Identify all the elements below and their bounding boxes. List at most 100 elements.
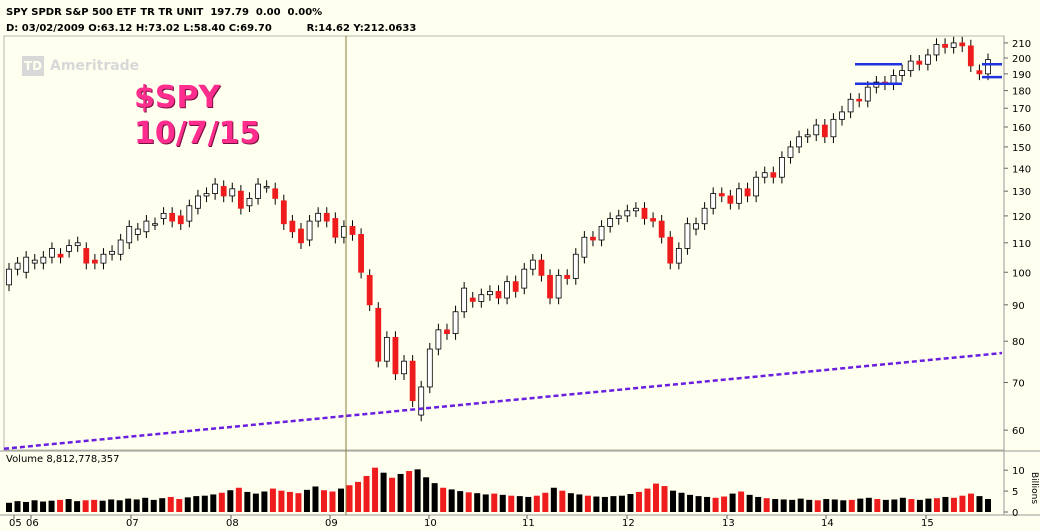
candle-body [177,215,184,225]
x-tick-label: 06 [26,518,39,529]
volume-bar [108,499,115,512]
candle-body [255,183,261,199]
volume-bar [823,499,830,512]
volume-bar [985,499,991,512]
volume-bar [269,488,276,512]
price-tick-label: 120 [1012,212,1031,223]
candle-body [564,274,571,279]
volume-bar [789,499,796,512]
volume-bar [652,483,659,512]
candle-body [675,248,682,264]
candle-body [633,207,639,212]
volume-bar [729,493,736,512]
candle-body [856,98,863,102]
volume-bar [610,496,617,512]
volume-bar [423,477,430,512]
x-tick-label: 10 [424,518,437,529]
volume-bar [167,496,174,512]
volume-bar [448,489,455,512]
volume-bar [406,471,413,512]
chart-header-quote: SPY SPDR S&P 500 ETF TR TR UNIT 197.79 0… [6,7,323,18]
candle-body [495,290,502,299]
candle-body [658,220,665,238]
candle-body [710,193,717,209]
candle-body [813,124,820,136]
chart-header-ohlc: D: 03/02/2009 O:63.12 H:73.02 L:58.40 C:… [6,23,417,34]
candle-body [143,220,150,233]
volume-bar [831,499,838,512]
volume-bar [601,496,608,512]
volume-bar [678,492,685,512]
volume-bar [482,494,489,512]
volume-bar [159,498,166,512]
volume-bar [286,491,293,512]
volume-bar [261,491,268,512]
volume-bar [227,490,234,512]
annotation-date: 10/7/15 [134,116,261,151]
price-tick-label: 210 [1012,39,1031,50]
volume-label: Volume 8,812,778,357 [6,454,120,465]
price-tick-label: 70 [1012,378,1025,389]
volume-bar [542,492,549,512]
candle-body [529,259,536,270]
candle-body [727,195,734,204]
candle-body [478,294,485,302]
candle-body [31,259,38,264]
volume-bar [31,500,38,512]
candle-body [985,59,991,75]
volume-bar [499,494,506,512]
volume-bar [389,477,396,512]
candle-body [598,225,605,241]
candle-body [967,45,974,67]
candle-body [426,348,433,388]
volume-bar [201,495,208,512]
x-tick-label: 13 [722,518,735,529]
candle-body [452,311,459,334]
volume-bar [414,469,421,512]
candle-body [976,70,983,75]
volume-bar [91,499,98,512]
volume-bar [738,491,745,512]
td-logo-mark: TD [22,56,44,76]
volume-bar [184,497,191,512]
volume-bar [687,494,694,512]
volume-bar [882,499,889,512]
volume-bar [916,499,923,512]
volume-bar [670,490,677,512]
volume-bar [755,496,762,512]
candle-body [959,42,966,47]
candle-body [100,253,107,264]
volume-bar [48,500,55,512]
candle-body [839,111,845,120]
volume-tick-label: 5 [1012,487,1018,498]
candle-body [272,188,279,199]
volume-bar [176,499,183,512]
x-tick-label: 12 [622,518,635,529]
volume-bar [559,490,566,512]
candle-body [444,329,450,334]
candle-body [538,259,545,276]
candle-body [667,236,674,264]
candle-body [263,186,270,189]
candle-body [469,297,476,302]
trendline [3,351,1003,450]
volume-bar [474,493,481,512]
volume-bar [380,472,387,512]
volume-bar [567,493,574,512]
candle-body [169,212,176,222]
volume-bar [457,491,464,512]
volume-bar [576,494,583,512]
candle-body [693,223,699,230]
volume-bar [6,502,12,512]
candle-body [117,239,124,255]
volume-bar [74,501,81,512]
volume-bar [925,498,932,512]
candle-body [349,225,356,235]
volume-bar [508,495,515,512]
volume-bar [363,476,370,512]
candle-body [770,172,777,178]
candle-body [778,157,785,178]
annotation-ticker: $SPY [134,80,221,115]
volume-bar [772,499,779,512]
